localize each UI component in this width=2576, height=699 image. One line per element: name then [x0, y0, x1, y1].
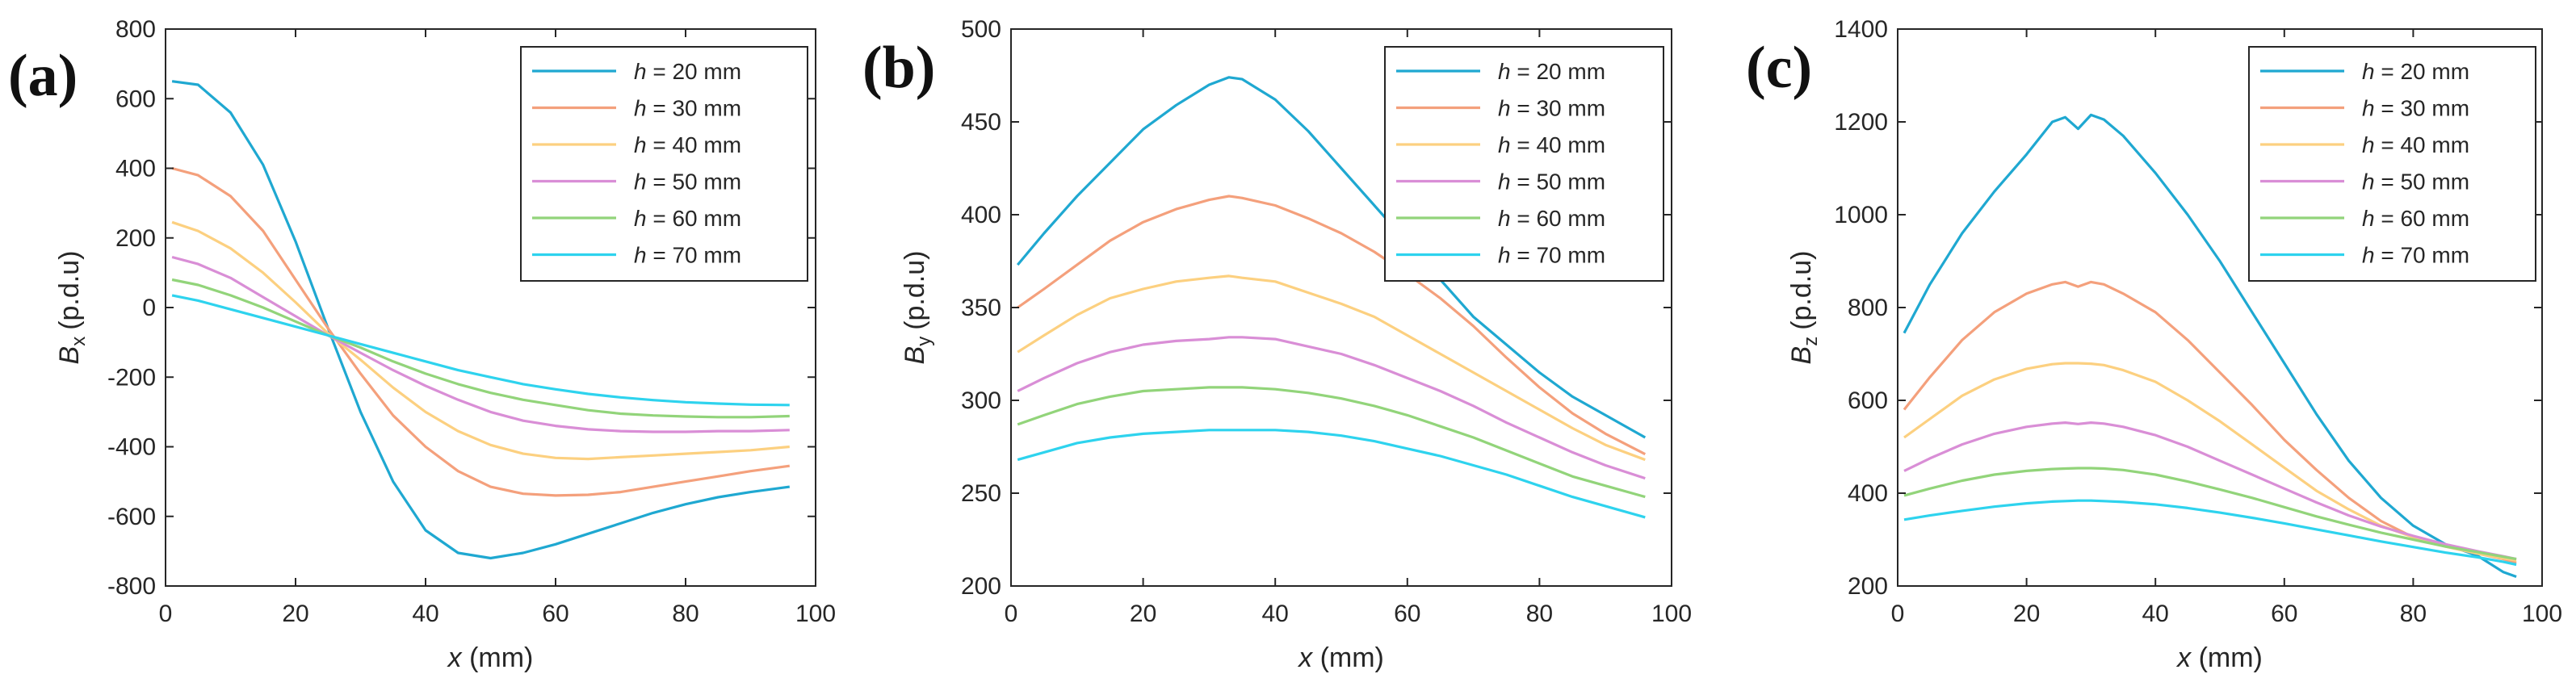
y-tick-label: -600: [107, 504, 156, 530]
series-line-h30: [171, 166, 791, 497]
panel-label: (a): [8, 43, 78, 109]
legend-entry: h = 70 mm: [1498, 243, 1605, 268]
legend-entry: h = 50 mm: [2362, 170, 2469, 195]
x-tick-label: 40: [2142, 601, 2169, 627]
x-tick-label: 60: [542, 601, 568, 627]
legend: h = 20 mm h = 30 mm h = 40 mm h = 50 mm h = …: [1384, 46, 1664, 282]
y-tick-label: 1400: [1834, 16, 1888, 43]
series-line-h50: [171, 255, 790, 433]
legend-entry: h = 60 mm: [634, 206, 741, 231]
x-tick-label: 60: [1394, 601, 1420, 627]
legend-entry: h = 70 mm: [2362, 243, 2469, 268]
series-line-h50: [1017, 336, 1646, 480]
x-axis-label: x (mm): [1297, 642, 1384, 673]
y-tick-label: 1200: [1834, 109, 1888, 136]
series-line-h70: [1903, 499, 2517, 567]
y-axis-label: By(p.d.u): [900, 251, 935, 365]
chart-panel-b: (b) 0 20 40 60 80 100 200 250 300 350 400 450 500 x (m…: [862, 16, 1692, 673]
legend-entry: h = 70 mm: [634, 243, 741, 268]
y-tick-label: 400: [1848, 480, 1888, 507]
y-tick-label: -800: [107, 573, 156, 600]
legend-entry: h = 20 mm: [1498, 59, 1605, 84]
x-tick-label: 100: [795, 601, 836, 627]
series-line-h60: [1017, 386, 1646, 499]
series-line-h60: [1903, 467, 2517, 561]
x-tick-label: 20: [2013, 601, 2040, 627]
x-tick-label: 100: [2522, 601, 2562, 627]
series-line-h20: [1903, 113, 2517, 579]
legend-entry: h = 30 mm: [634, 96, 741, 121]
y-tick-label: 400: [115, 156, 156, 182]
legend-entry: h = 30 mm: [2362, 96, 2469, 121]
y-tick-label: 200: [115, 225, 156, 252]
x-tick-label: 80: [2400, 601, 2427, 627]
y-tick-label: 250: [961, 480, 1001, 507]
y-tick-label: -200: [107, 364, 156, 391]
series-line-h40: [1017, 274, 1646, 462]
y-tick-label: 1000: [1834, 202, 1888, 228]
legend-entry: h = 50 mm: [634, 170, 741, 195]
legend-entry: h = 30 mm: [1498, 96, 1605, 121]
x-axis-label: x (mm): [2175, 642, 2263, 673]
x-tick-label: 100: [1651, 601, 1692, 627]
x-tick-label: 60: [2271, 601, 2297, 627]
series-line-h30: [1903, 280, 2517, 564]
x-axis-label: x (mm): [447, 642, 534, 673]
series-line-h70: [171, 294, 790, 407]
series-line-h40: [171, 220, 790, 461]
legend-entry: h = 40 mm: [2362, 132, 2469, 157]
x-tick-label: 20: [282, 601, 308, 627]
legend-box: [520, 46, 808, 282]
series-line-h60: [171, 278, 790, 419]
legend-entry: h = 40 mm: [634, 132, 741, 157]
panel-label: (b): [862, 35, 935, 101]
y-tick-label: 200: [961, 573, 1001, 600]
y-tick-label: 800: [1848, 295, 1888, 321]
y-tick-label: 0: [142, 295, 156, 321]
legend-entry: h = 50 mm: [1498, 170, 1605, 195]
x-tick-label: 80: [672, 601, 699, 627]
legend-entry: h = 20 mm: [634, 59, 741, 84]
series-line-h20: [171, 80, 791, 560]
y-tick-label: -400: [107, 434, 156, 461]
legend-entry: h = 60 mm: [2362, 206, 2469, 231]
legend-box: [1384, 46, 1664, 282]
y-tick-label: 600: [1848, 387, 1888, 414]
series-line-h40: [1903, 362, 2517, 562]
x-tick-label: 80: [1526, 601, 1553, 627]
legend-entry: h = 40 mm: [1498, 132, 1605, 157]
y-tick-label: 600: [115, 86, 156, 112]
x-tick-label: 20: [1130, 601, 1156, 627]
x-tick-label: 0: [159, 601, 173, 627]
legend-entry: h = 60 mm: [1498, 206, 1605, 231]
series-line-h30: [1017, 195, 1647, 456]
panel-label: (c): [1746, 35, 1812, 101]
series-line-h70: [1017, 429, 1646, 519]
legend-entry: h = 20 mm: [2362, 59, 2469, 84]
series-line-h20: [1016, 76, 1647, 439]
series-line-h50: [1903, 421, 2517, 561]
y-tick-label: 450: [961, 109, 1001, 136]
y-tick-label: 800: [115, 16, 156, 43]
x-tick-label: 40: [1262, 601, 1289, 627]
y-tick-label: 500: [961, 16, 1001, 43]
y-axis-label: Bx(p.d.u): [54, 251, 90, 365]
chart-panel-a: (a) 0 20 40 60 80 100 -800 -600 -400 -200 0 200 400 60…: [8, 16, 836, 673]
x-tick-label: 0: [1891, 601, 1905, 627]
legend: h = 20 mm h = 30 mm h = 40 mm h = 50 mm h = …: [2248, 46, 2536, 282]
y-tick-label: 300: [961, 387, 1001, 414]
y-tick-label: 350: [961, 295, 1001, 321]
y-tick-label: 200: [1848, 573, 1888, 600]
legend: h = 20 mm h = 30 mm h = 40 mm h = 50 mm h = …: [520, 46, 808, 282]
legend-box: [2248, 46, 2536, 282]
chart-panel-c: (c) 0 20 40 60 80 100 200 400 600 800 1000 1200 1400 x…: [1746, 16, 2562, 673]
x-tick-label: 40: [412, 601, 438, 627]
y-axis-label: Bz(p.d.u): [1786, 251, 1822, 365]
y-tick-label: 400: [961, 202, 1001, 228]
x-tick-label: 0: [1005, 601, 1018, 627]
